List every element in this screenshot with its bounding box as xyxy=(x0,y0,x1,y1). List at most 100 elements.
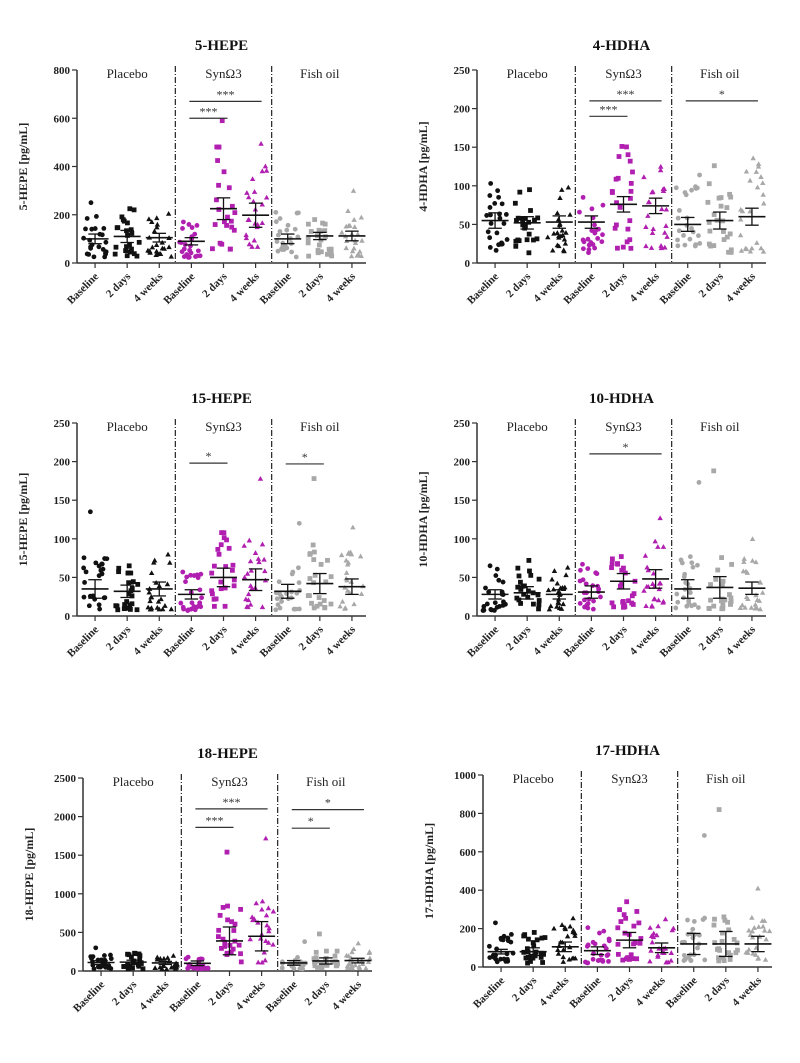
data-point xyxy=(96,964,102,970)
data-point xyxy=(618,919,624,924)
data-point xyxy=(758,245,764,251)
data-point xyxy=(228,949,234,955)
data-point xyxy=(561,248,567,254)
data-point xyxy=(567,923,573,929)
data-point xyxy=(266,925,272,931)
data-point xyxy=(565,184,572,190)
data-point xyxy=(184,574,190,580)
x-tick-label: 4 weeks xyxy=(330,978,365,1013)
data-point xyxy=(691,919,697,924)
data-point xyxy=(126,591,132,597)
data-point xyxy=(596,586,602,592)
data-point xyxy=(748,604,755,610)
data-point xyxy=(222,603,228,609)
x-tick-label: 2 days xyxy=(696,623,726,653)
data-point xyxy=(255,959,261,965)
data-point xyxy=(687,554,693,560)
data-point xyxy=(151,228,158,234)
group-label: Placebo xyxy=(107,419,148,434)
data-point xyxy=(259,201,265,207)
data-point xyxy=(126,580,132,586)
data-point xyxy=(763,936,769,942)
data-point xyxy=(660,544,667,549)
data-point xyxy=(179,249,185,255)
data-point xyxy=(590,939,596,945)
chart-18-hepe: 18-HEPE 18-HEPE [pg/mL] 0 500 1000 1500 2000 25… xyxy=(22,746,373,1015)
data-point xyxy=(540,960,545,965)
data-point xyxy=(707,228,713,234)
y-tick-label: 150 xyxy=(454,142,471,154)
data-point xyxy=(580,561,585,567)
data-point xyxy=(154,224,160,230)
data-point xyxy=(274,596,280,602)
data-point xyxy=(757,606,763,612)
x-tick-label: Baseline xyxy=(264,979,300,1015)
data-point xyxy=(545,587,552,593)
data-point xyxy=(711,163,717,169)
data-point xyxy=(113,244,119,250)
data-point xyxy=(261,949,267,955)
data-point xyxy=(355,231,361,237)
data-point xyxy=(246,241,253,247)
data-point xyxy=(236,942,242,948)
data-point xyxy=(592,229,598,234)
data-point xyxy=(259,541,266,547)
data-point xyxy=(615,561,621,567)
data-point xyxy=(689,187,694,193)
data-point xyxy=(157,955,164,961)
data-point xyxy=(217,240,223,246)
y-tick-label: 200 xyxy=(454,104,471,116)
x-tick-label: Baseline xyxy=(71,979,107,1015)
data-point xyxy=(228,218,234,224)
data-point xyxy=(554,580,561,586)
data-point xyxy=(279,599,284,604)
x-tick-label: 2 days xyxy=(600,270,630,300)
data-point xyxy=(245,194,252,200)
data-point xyxy=(123,248,128,254)
data-point xyxy=(124,605,130,611)
data-point xyxy=(99,561,105,567)
data-point xyxy=(743,168,750,174)
data-point xyxy=(728,598,734,604)
data-point xyxy=(720,955,726,961)
data-point xyxy=(115,607,121,613)
x-tick-label: 4 weeks xyxy=(730,974,765,1009)
y-tick-label: 1000 xyxy=(454,770,477,782)
data-point xyxy=(601,928,607,934)
data-point xyxy=(188,572,194,578)
data-point xyxy=(247,558,254,564)
data-point xyxy=(124,599,130,604)
data-point xyxy=(551,925,557,931)
data-point xyxy=(481,607,487,613)
data-point xyxy=(228,246,233,252)
data-point xyxy=(527,187,532,193)
data-point xyxy=(600,202,606,208)
data-point xyxy=(241,542,247,548)
data-point xyxy=(265,939,272,945)
data-point xyxy=(168,253,174,259)
data-point xyxy=(151,557,158,563)
data-point xyxy=(275,232,281,238)
data-point xyxy=(84,216,90,221)
data-point xyxy=(84,251,90,257)
data-point xyxy=(270,908,277,914)
data-point xyxy=(293,606,299,612)
data-point xyxy=(559,227,565,233)
data-point xyxy=(101,226,107,231)
data-point xyxy=(183,956,189,962)
x-tick-label: Baseline xyxy=(258,624,294,660)
data-point xyxy=(347,222,353,228)
data-point xyxy=(739,602,746,608)
data-point xyxy=(305,221,311,227)
data-point xyxy=(500,602,506,608)
group-label: SynΩ3 xyxy=(205,419,241,434)
data-point xyxy=(316,227,322,233)
x-tick-label: Baseline xyxy=(465,624,501,660)
data-point xyxy=(115,225,121,231)
data-point xyxy=(753,169,760,174)
data-point xyxy=(259,898,266,904)
x-tick-label: 2 days xyxy=(110,978,140,1008)
data-point xyxy=(154,221,161,227)
data-point xyxy=(628,180,634,186)
data-point xyxy=(711,922,717,928)
